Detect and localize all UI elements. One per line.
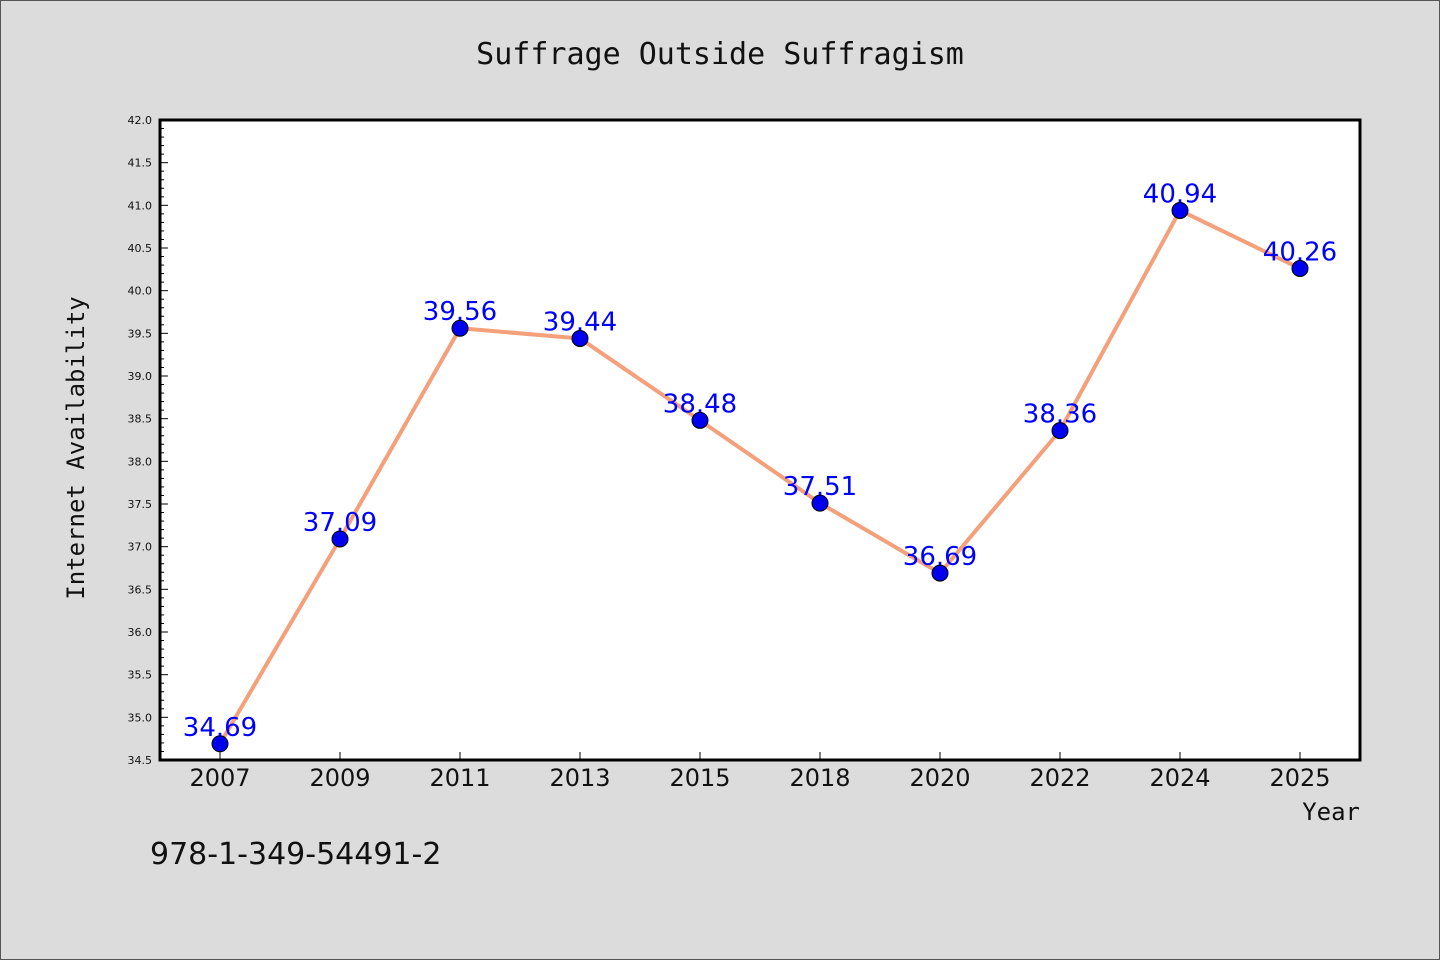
y-tick-label: 41.0 <box>128 199 153 212</box>
y-tick-label: 37.5 <box>128 498 153 511</box>
y-tick-label: 40.0 <box>128 285 153 298</box>
data-label: 40.26 <box>1263 237 1337 267</box>
isbn-annotation: 978-1-349-54491-2 <box>150 837 441 872</box>
data-point <box>1051 422 1069 440</box>
data-point <box>1291 259 1309 277</box>
x-tick-label: 2009 <box>309 764 370 792</box>
y-tick-label: 36.5 <box>128 583 153 596</box>
y-tick-label: 38.5 <box>128 413 153 426</box>
x-tick-label: 2015 <box>669 764 730 792</box>
data-label: 36.69 <box>903 542 977 572</box>
x-tick-label: 2020 <box>909 764 970 792</box>
data-point <box>811 494 829 512</box>
data-label: 37.09 <box>303 508 377 538</box>
y-tick-label: 34.5 <box>128 754 153 767</box>
data-label: 39.44 <box>543 307 617 337</box>
x-axis: 2007 2009 2011 2013 2015 2018 2020 2022 2024 2025 <box>189 752 1331 792</box>
y-axis-label: Internet Availability <box>62 296 90 599</box>
data-label: 39.56 <box>423 297 497 327</box>
series-group: 34.69 37.09 39.56 39.44 38.48 37.51 36.69 38.36… <box>183 179 1337 753</box>
x-tick-label: 2011 <box>429 764 490 792</box>
series-line <box>218 208 1301 745</box>
y-tick-label: 41.5 <box>128 157 153 170</box>
data-point <box>211 735 229 753</box>
x-tick-label: 2018 <box>789 764 850 792</box>
data-point <box>691 411 709 429</box>
data-label: 37.51 <box>783 472 857 502</box>
y-tick-label: 36.0 <box>128 626 153 639</box>
data-label: 40.94 <box>1143 179 1217 209</box>
y-tick-label: 38.0 <box>128 455 153 468</box>
plot-area <box>158 118 1362 762</box>
data-label: 34.69 <box>183 713 257 743</box>
x-tick-label: 2022 <box>1029 764 1090 792</box>
y-tick-label: 35.0 <box>128 711 153 724</box>
x-tick-label: 2025 <box>1269 764 1330 792</box>
data-point <box>571 329 589 347</box>
y-tick-label: 37.0 <box>128 541 153 554</box>
data-point <box>331 530 349 548</box>
x-tick-label: 2013 <box>549 764 610 792</box>
data-point <box>1171 201 1189 219</box>
chart-title: Suffrage Outside Suffragism <box>476 37 964 72</box>
x-axis-label: Year <box>1302 798 1360 826</box>
data-point <box>451 319 469 337</box>
y-tick-label: 39.0 <box>128 370 153 383</box>
data-point <box>931 564 949 582</box>
y-tick-label: 40.5 <box>128 242 153 255</box>
y-axis: 34.5 35.0 35.5 36.0 36.5 37.0 37.5 38.0 38.5 39.0… <box>128 114 168 767</box>
y-tick-label: 39.5 <box>128 327 153 340</box>
y-tick-label: 35.5 <box>128 669 153 682</box>
data-label: 38.48 <box>663 389 737 419</box>
x-tick-label: 2024 <box>1149 764 1210 792</box>
y-tick-label: 42.0 <box>128 114 153 127</box>
data-label: 38.36 <box>1023 400 1097 430</box>
x-tick-label: 2007 <box>189 764 250 792</box>
